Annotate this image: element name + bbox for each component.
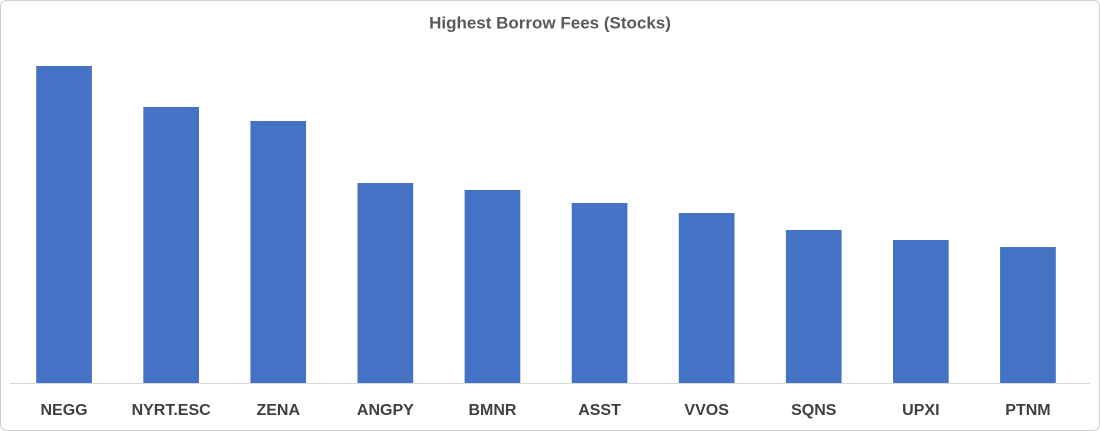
x-tick-label: VVOS <box>684 402 729 419</box>
x-tick-label: BMNR <box>468 402 516 419</box>
bar <box>143 107 199 383</box>
bar <box>678 213 735 383</box>
bar <box>893 240 949 383</box>
bar <box>1000 247 1056 383</box>
bar <box>36 66 92 383</box>
x-tick-label: PTNM <box>1005 402 1050 419</box>
bar <box>357 183 414 383</box>
bar <box>785 230 842 383</box>
x-tick-label: UPXI <box>902 402 939 419</box>
bar <box>250 121 307 383</box>
x-tick-label: ANGPY <box>357 402 414 419</box>
x-tick-label: ASST <box>578 402 621 419</box>
x-tick-label: NYRT.ESC <box>132 402 212 419</box>
x-tick-label: SQNS <box>791 402 837 419</box>
bar <box>571 203 628 383</box>
bar <box>464 190 521 383</box>
chart-title: Highest Borrow Fees (Stocks) <box>429 13 671 32</box>
x-tick-label: NEGG <box>40 402 87 419</box>
x-tick-label: ZENA <box>256 402 300 419</box>
